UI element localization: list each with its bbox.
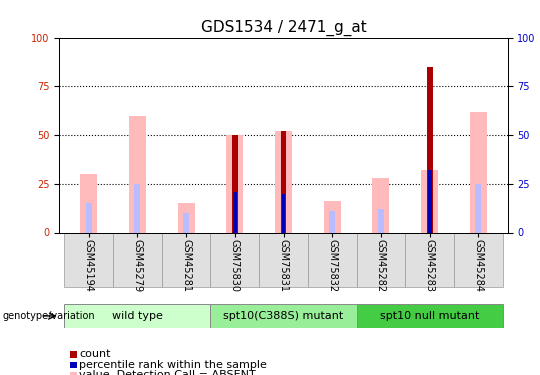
Bar [406, 232, 454, 287]
Bar [323, 201, 341, 232]
Bar [470, 112, 487, 232]
Bar [64, 304, 211, 328]
Text: value, Detection Call = ABSENT: value, Detection Call = ABSENT [79, 370, 256, 375]
Bar [421, 170, 438, 232]
Bar [211, 304, 356, 328]
Bar [64, 232, 113, 287]
Bar [80, 174, 97, 232]
Bar [373, 178, 389, 232]
Bar [211, 232, 259, 287]
Bar [281, 131, 286, 232]
Bar [232, 135, 238, 232]
Bar [378, 209, 384, 232]
Bar [226, 135, 244, 232]
Bar [281, 194, 286, 232]
Bar [308, 232, 356, 287]
Text: wild type: wild type [112, 311, 163, 321]
Bar [113, 232, 161, 287]
Title: GDS1534 / 2471_g_at: GDS1534 / 2471_g_at [201, 20, 366, 36]
Text: genotype/variation: genotype/variation [3, 311, 96, 321]
Bar [178, 203, 194, 232]
Bar [134, 184, 140, 232]
Text: count: count [79, 350, 111, 359]
Bar [428, 170, 431, 232]
Bar [356, 232, 406, 287]
Bar [233, 192, 237, 232]
Text: spt10(C388S) mutant: spt10(C388S) mutant [224, 311, 343, 321]
Bar [475, 184, 481, 232]
Bar [86, 203, 92, 232]
Bar [427, 67, 433, 232]
Bar [454, 232, 503, 287]
Bar [329, 211, 335, 232]
Text: percentile rank within the sample: percentile rank within the sample [79, 360, 267, 370]
Bar [129, 116, 146, 232]
Bar [161, 232, 211, 287]
Text: spt10 null mutant: spt10 null mutant [380, 311, 480, 321]
Bar [275, 131, 292, 232]
Bar [259, 232, 308, 287]
Bar [356, 304, 503, 328]
Bar [183, 213, 189, 232]
